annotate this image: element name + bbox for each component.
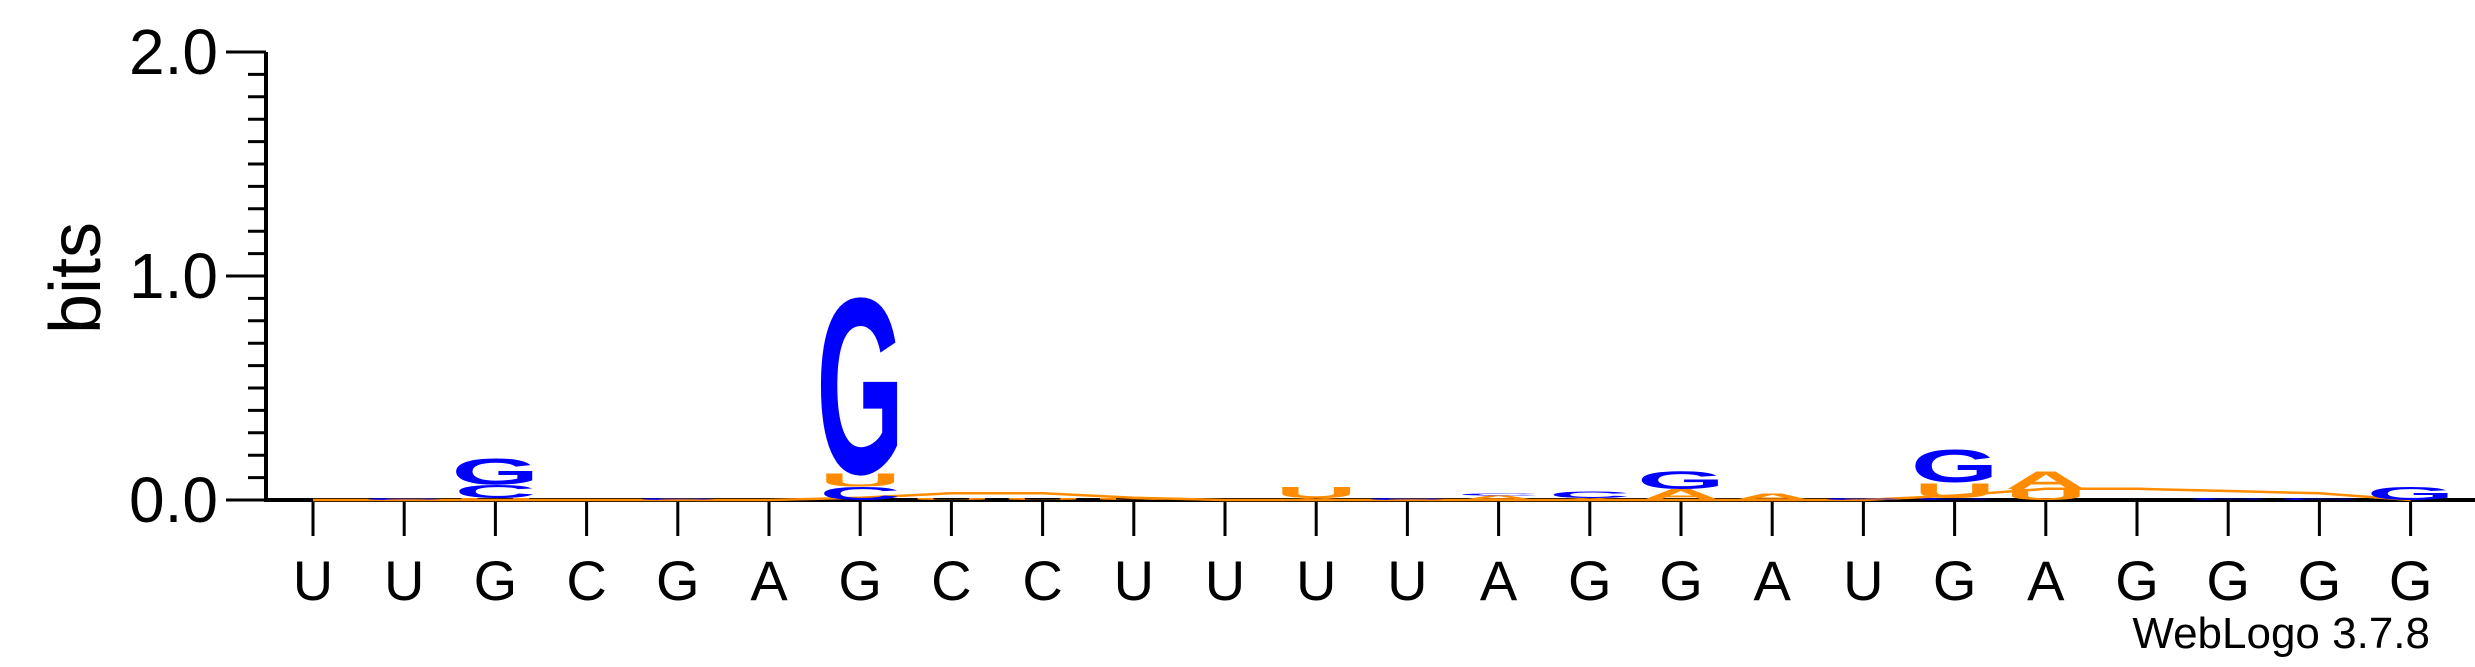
logo-letter-U: U bbox=[819, 470, 900, 490]
logo-letter-C: C bbox=[363, 497, 444, 500]
logo-letter-C: C bbox=[637, 497, 718, 500]
x-tick-label: G bbox=[1659, 549, 1703, 612]
stack-position-8: U bbox=[911, 497, 992, 500]
x-tick-label: U bbox=[1114, 549, 1154, 612]
y-axis: 0.0 1.0 2.0 bbox=[129, 16, 268, 536]
y-tick-label: 2.0 bbox=[129, 16, 218, 88]
x-tick-label: A bbox=[1480, 549, 1518, 612]
logo-letter-G: G bbox=[2367, 484, 2455, 504]
logo-letter-G: G bbox=[1637, 467, 1725, 494]
logo-letter-A: A bbox=[2005, 467, 2086, 494]
logo-letter-G: G bbox=[452, 451, 540, 492]
logo-letter-U: U bbox=[911, 497, 992, 500]
logo-letter-C: C bbox=[2187, 497, 2268, 500]
logo-letter-C: C bbox=[1823, 497, 1904, 500]
stack-position-3: UCG bbox=[452, 451, 540, 502]
stack-position-24: G bbox=[2367, 484, 2455, 504]
stack-position-7: CUG bbox=[816, 246, 904, 527]
logo-letter-C: C bbox=[819, 484, 900, 504]
stack-position-12: AU bbox=[1275, 484, 1356, 501]
x-tick-label: A bbox=[1754, 549, 1792, 612]
stack-position-23: C bbox=[2279, 497, 2360, 500]
stack-position-14: AC bbox=[1458, 493, 1539, 502]
logo-letter-A: A bbox=[1549, 497, 1630, 500]
stack-position-17: A bbox=[1731, 492, 1812, 502]
stack-position-10: U bbox=[1093, 497, 1174, 500]
x-tick-label: U bbox=[384, 549, 424, 612]
logo-letter-C: C bbox=[1367, 497, 1448, 500]
x-tick-label: G bbox=[2389, 549, 2433, 612]
x-tick-label: G bbox=[2298, 549, 2342, 612]
x-tick-label: G bbox=[656, 549, 700, 612]
stack-position-5: C bbox=[637, 497, 718, 500]
logo-letter-U: U bbox=[1002, 497, 1083, 500]
y-tick-label: 1.0 bbox=[129, 240, 218, 312]
x-tick-label: G bbox=[2115, 549, 2159, 612]
logo-letter-U: U bbox=[1275, 484, 1356, 501]
x-tick-label: U bbox=[1205, 549, 1245, 612]
stack-position-2: C bbox=[363, 497, 444, 500]
stack-position-13: C bbox=[1367, 497, 1448, 500]
x-tick-label: A bbox=[750, 549, 788, 612]
baseline-curve bbox=[313, 487, 2411, 502]
logo-letter-G: G bbox=[816, 246, 904, 527]
baseline-curve-layer bbox=[313, 487, 2411, 502]
logo-letter-U: U bbox=[1093, 497, 1174, 500]
stack-position-16: AG bbox=[1637, 467, 1725, 504]
logo-letter-C: C bbox=[455, 481, 536, 501]
logo-letter-U: U bbox=[2005, 486, 2086, 503]
stack-position-22: C bbox=[2187, 497, 2268, 500]
logo-letter-A: A bbox=[1275, 497, 1356, 500]
x-tick-label: U bbox=[1387, 549, 1427, 612]
logo-letter-C: C bbox=[1549, 489, 1630, 499]
weblogo-watermark: WebLogo 3.7.8 bbox=[2132, 609, 2430, 658]
x-tick-label: U bbox=[1296, 549, 1336, 612]
x-tick-label: C bbox=[931, 549, 971, 612]
x-tick-label: G bbox=[2206, 549, 2250, 612]
y-tick-label: 0.0 bbox=[129, 464, 218, 536]
y-axis-label: bits bbox=[36, 222, 116, 334]
stack-position-18: C bbox=[1823, 497, 1904, 500]
logo-letter-A: A bbox=[1640, 486, 1721, 503]
logo-letter-U: U bbox=[455, 497, 536, 500]
x-tick-label: G bbox=[1568, 549, 1612, 612]
stack-position-9: U bbox=[1002, 497, 1083, 500]
logo-letter-G: G bbox=[1911, 441, 1999, 492]
logo-letter-A: A bbox=[1458, 494, 1539, 501]
x-tick-label: G bbox=[1933, 549, 1977, 612]
logo-letter-C: C bbox=[2279, 497, 2360, 500]
logo-letter-C: C bbox=[1458, 493, 1539, 496]
x-tick-label: G bbox=[838, 549, 882, 612]
x-tick-label: U bbox=[1843, 549, 1883, 612]
x-tick-label: C bbox=[566, 549, 606, 612]
stack-position-19: CUG bbox=[1911, 441, 1999, 503]
logo-letter-C: C bbox=[1914, 497, 1995, 500]
x-tick-label: G bbox=[474, 549, 518, 612]
logo-letter-A: A bbox=[1731, 492, 1812, 502]
stack-position-15: AC bbox=[1549, 489, 1630, 500]
x-tick-label: C bbox=[1022, 549, 1062, 612]
logo-letter-U: U bbox=[1914, 478, 1995, 502]
x-tick-label: U bbox=[293, 549, 333, 612]
x-tick-label: A bbox=[2027, 549, 2065, 612]
stack-position-20: UA bbox=[2005, 467, 2086, 504]
